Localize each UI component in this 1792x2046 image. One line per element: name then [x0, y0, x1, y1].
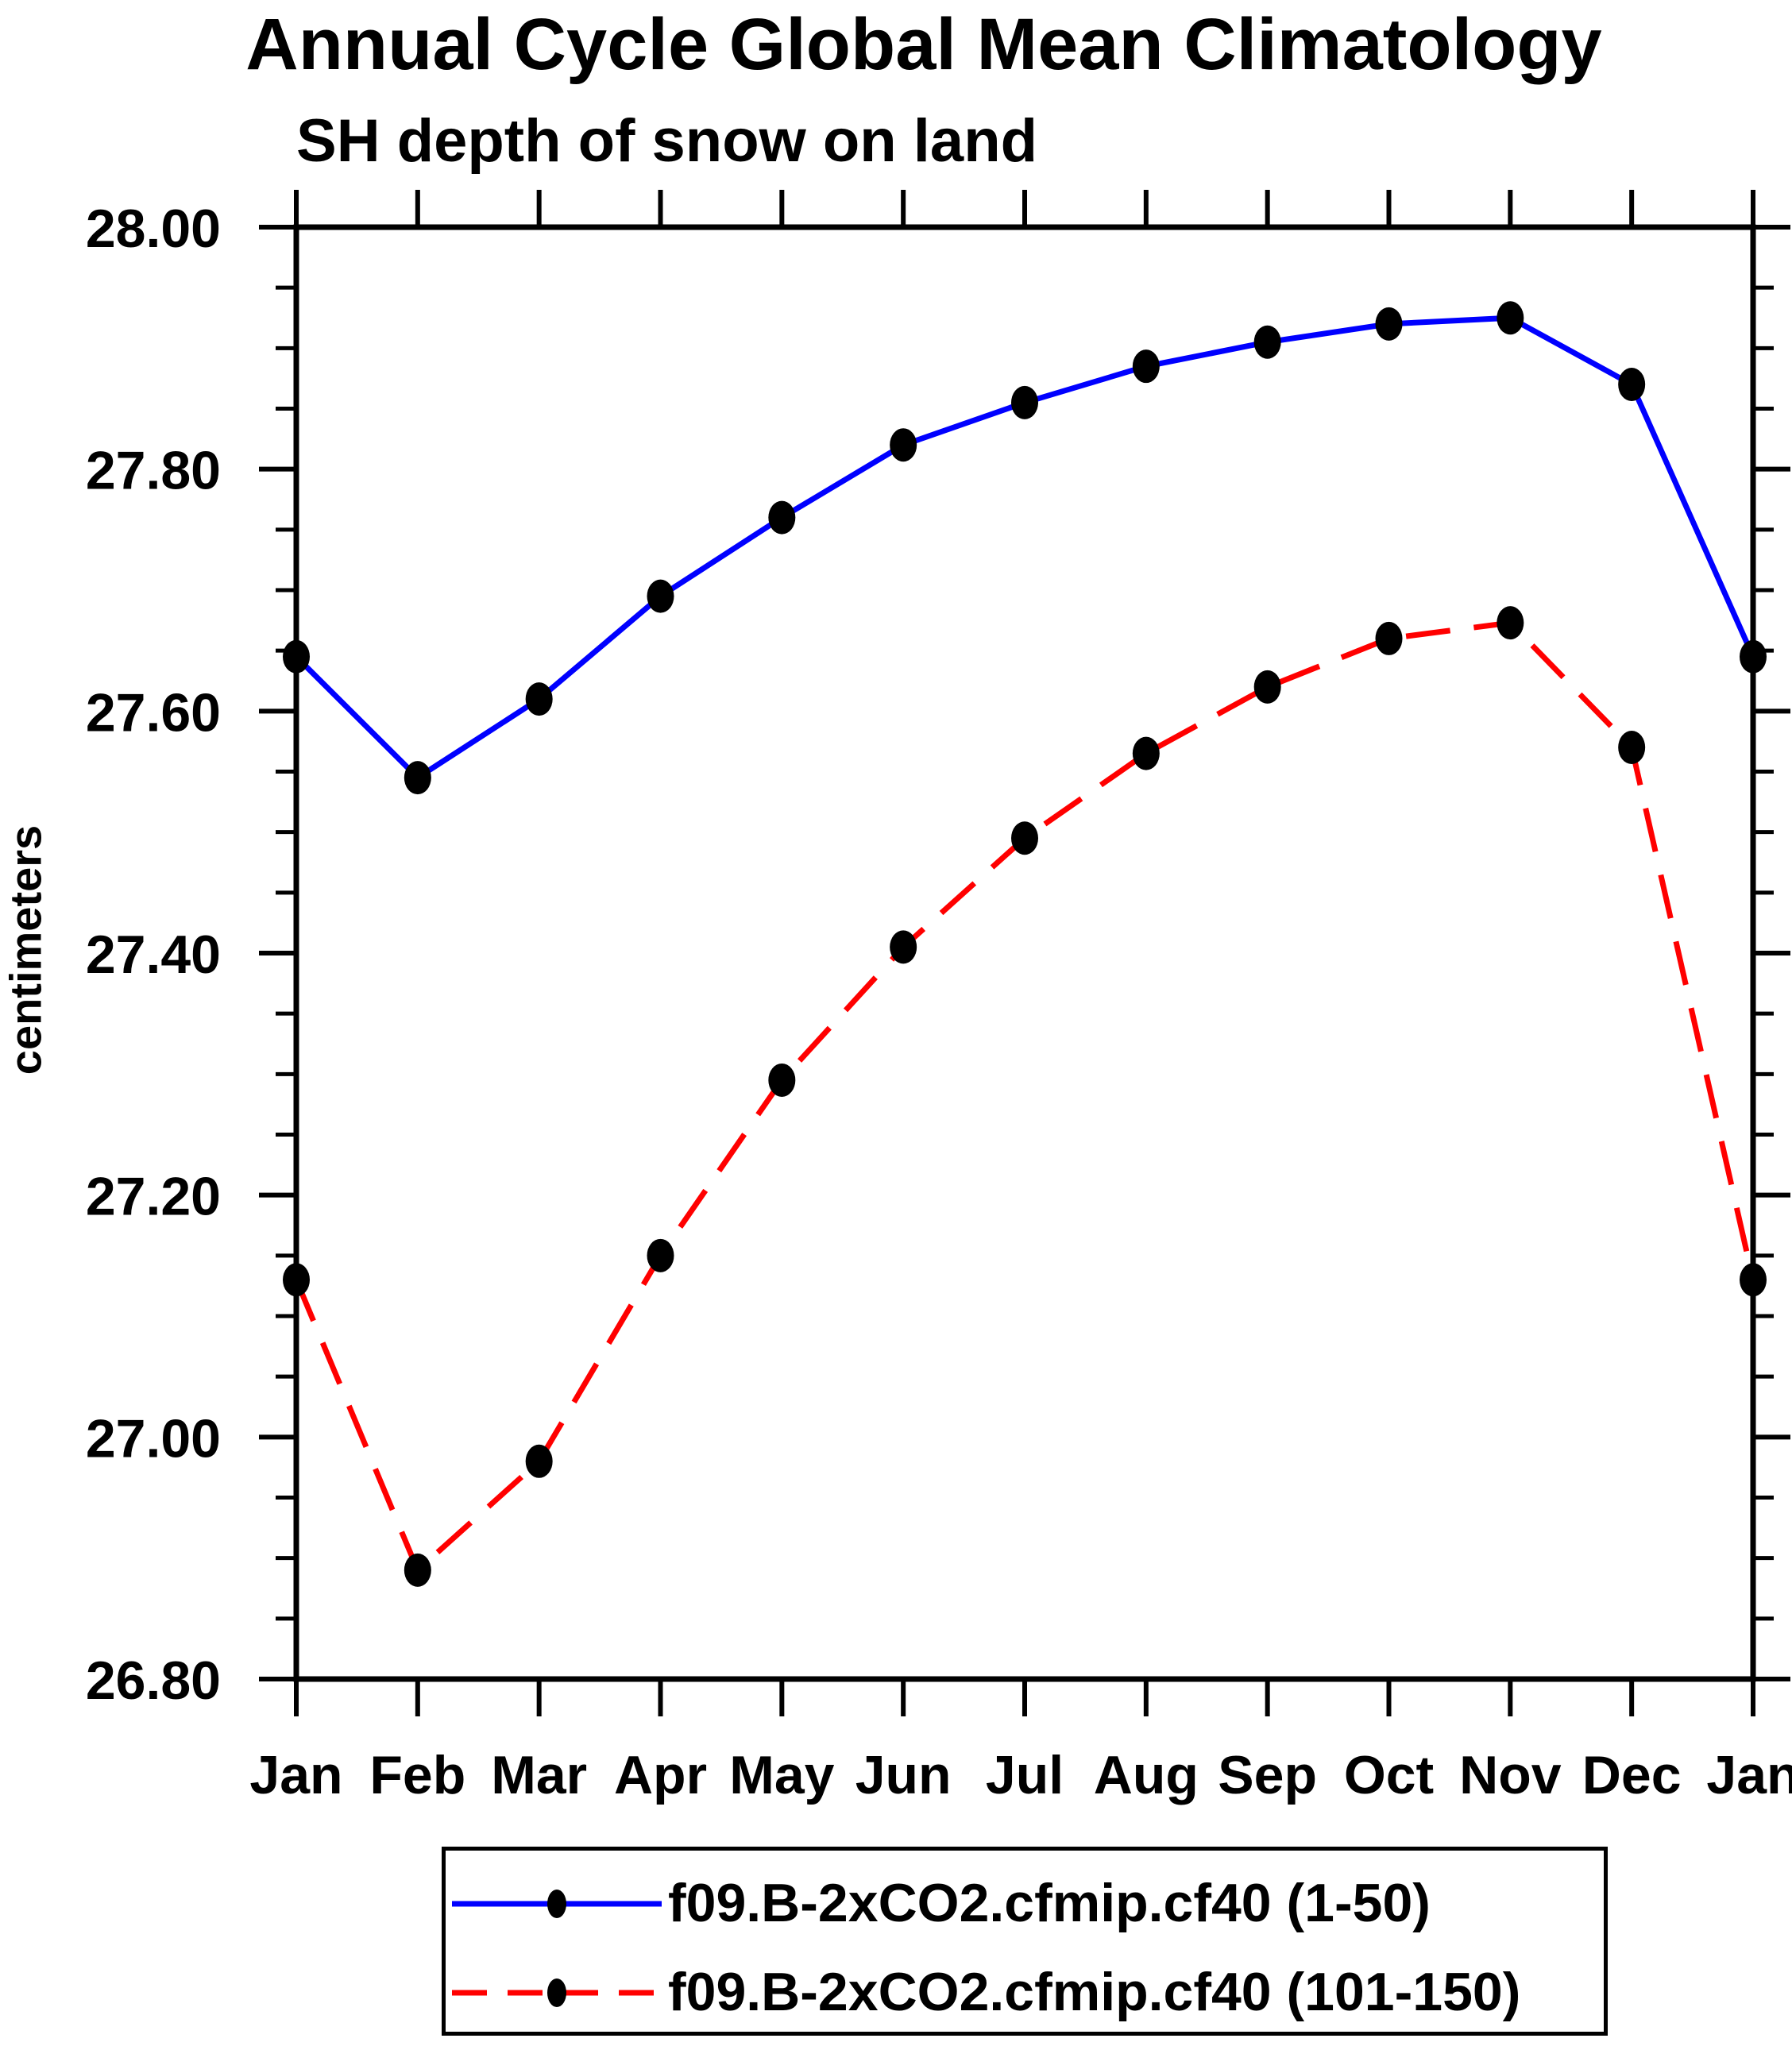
chart-title: Annual Cycle Global Mean Climatology: [245, 4, 1602, 85]
x-tick-label: Nov: [1459, 1745, 1562, 1805]
data-point-marker: [525, 682, 553, 716]
data-point-marker: [525, 1444, 553, 1478]
legend-item: f09.B-2xCO2.cfmip.cf40 (101-150): [446, 1962, 1604, 2022]
x-tick-label: Oct: [1344, 1745, 1434, 1805]
data-point-marker: [1011, 821, 1038, 855]
data-point-marker: [1132, 349, 1160, 384]
y-tick-label: 27.00: [86, 1408, 221, 1469]
data-point-marker: [1011, 385, 1038, 419]
legend-swatch-blue-solid-line: [452, 1890, 662, 1918]
data-point-marker: [283, 1263, 310, 1297]
data-point-marker: [1740, 1263, 1767, 1297]
series-line-red-dashed: [293, 620, 1756, 1575]
legend-label: f09.B-2xCO2.cfmip.cf40 (1-50): [668, 1873, 1431, 1933]
x-tick-label: Apr: [614, 1745, 707, 1805]
data-point-marker: [1132, 736, 1160, 770]
legend-item: f09.B-2xCO2.cfmip.cf40 (1-50): [446, 1873, 1604, 1933]
data-point-marker: [647, 579, 674, 613]
y-tick-label: 27.80: [86, 441, 221, 501]
x-tick-label: Mar: [491, 1745, 587, 1805]
data-point-marker: [647, 1238, 674, 1272]
x-tick-label: Dec: [1582, 1745, 1682, 1805]
data-point-marker: [1375, 621, 1403, 655]
data-point-marker: [1618, 731, 1646, 765]
data-point-marker: [1375, 307, 1403, 341]
x-tick-label: Aug: [1094, 1745, 1199, 1805]
data-point-marker: [404, 761, 431, 795]
data-point-marker: [404, 1553, 431, 1587]
legend-swatch-red-dashed-line: [452, 1978, 662, 2007]
x-tick-label: Jan: [1706, 1745, 1792, 1805]
x-tick-label: May: [729, 1745, 834, 1805]
data-point-marker: [1497, 606, 1524, 640]
legend-label: f09.B-2xCO2.cfmip.cf40 (101-150): [668, 1962, 1521, 2022]
data-point-marker: [890, 428, 917, 462]
x-tick-label: Jan: [249, 1745, 342, 1805]
y-tick-label: 27.20: [86, 1167, 221, 1227]
data-point-marker: [1253, 325, 1281, 359]
chart-subtitle: SH depth of snow on land: [296, 107, 1038, 175]
legend-marker-dot: [547, 1890, 566, 1918]
y-tick-label: 28.00: [86, 199, 221, 259]
plot-frame: [293, 224, 1756, 1682]
x-tick-label: Jul: [986, 1745, 1064, 1805]
data-point-marker: [768, 1063, 796, 1097]
y-tick-label: 26.80: [86, 1650, 221, 1711]
y-tick-label: 27.40: [86, 925, 221, 985]
data-point-marker: [768, 500, 796, 535]
data-point-marker: [1497, 301, 1524, 335]
data-point-marker: [1253, 670, 1281, 704]
x-tick-label: Sep: [1218, 1745, 1317, 1805]
x-tick-label: Jun: [855, 1745, 952, 1805]
data-point-marker: [283, 639, 310, 674]
y-tick-label: 27.60: [86, 682, 221, 743]
legend-marker-dot: [547, 1978, 566, 2007]
legend-box: f09.B-2xCO2.cfmip.cf40 (1-50) f09.B-2xCO…: [442, 1847, 1608, 2036]
data-point-marker: [1618, 368, 1646, 402]
x-tick-label: Feb: [369, 1745, 465, 1805]
data-point-marker: [1740, 639, 1767, 674]
data-point-marker: [890, 930, 917, 964]
